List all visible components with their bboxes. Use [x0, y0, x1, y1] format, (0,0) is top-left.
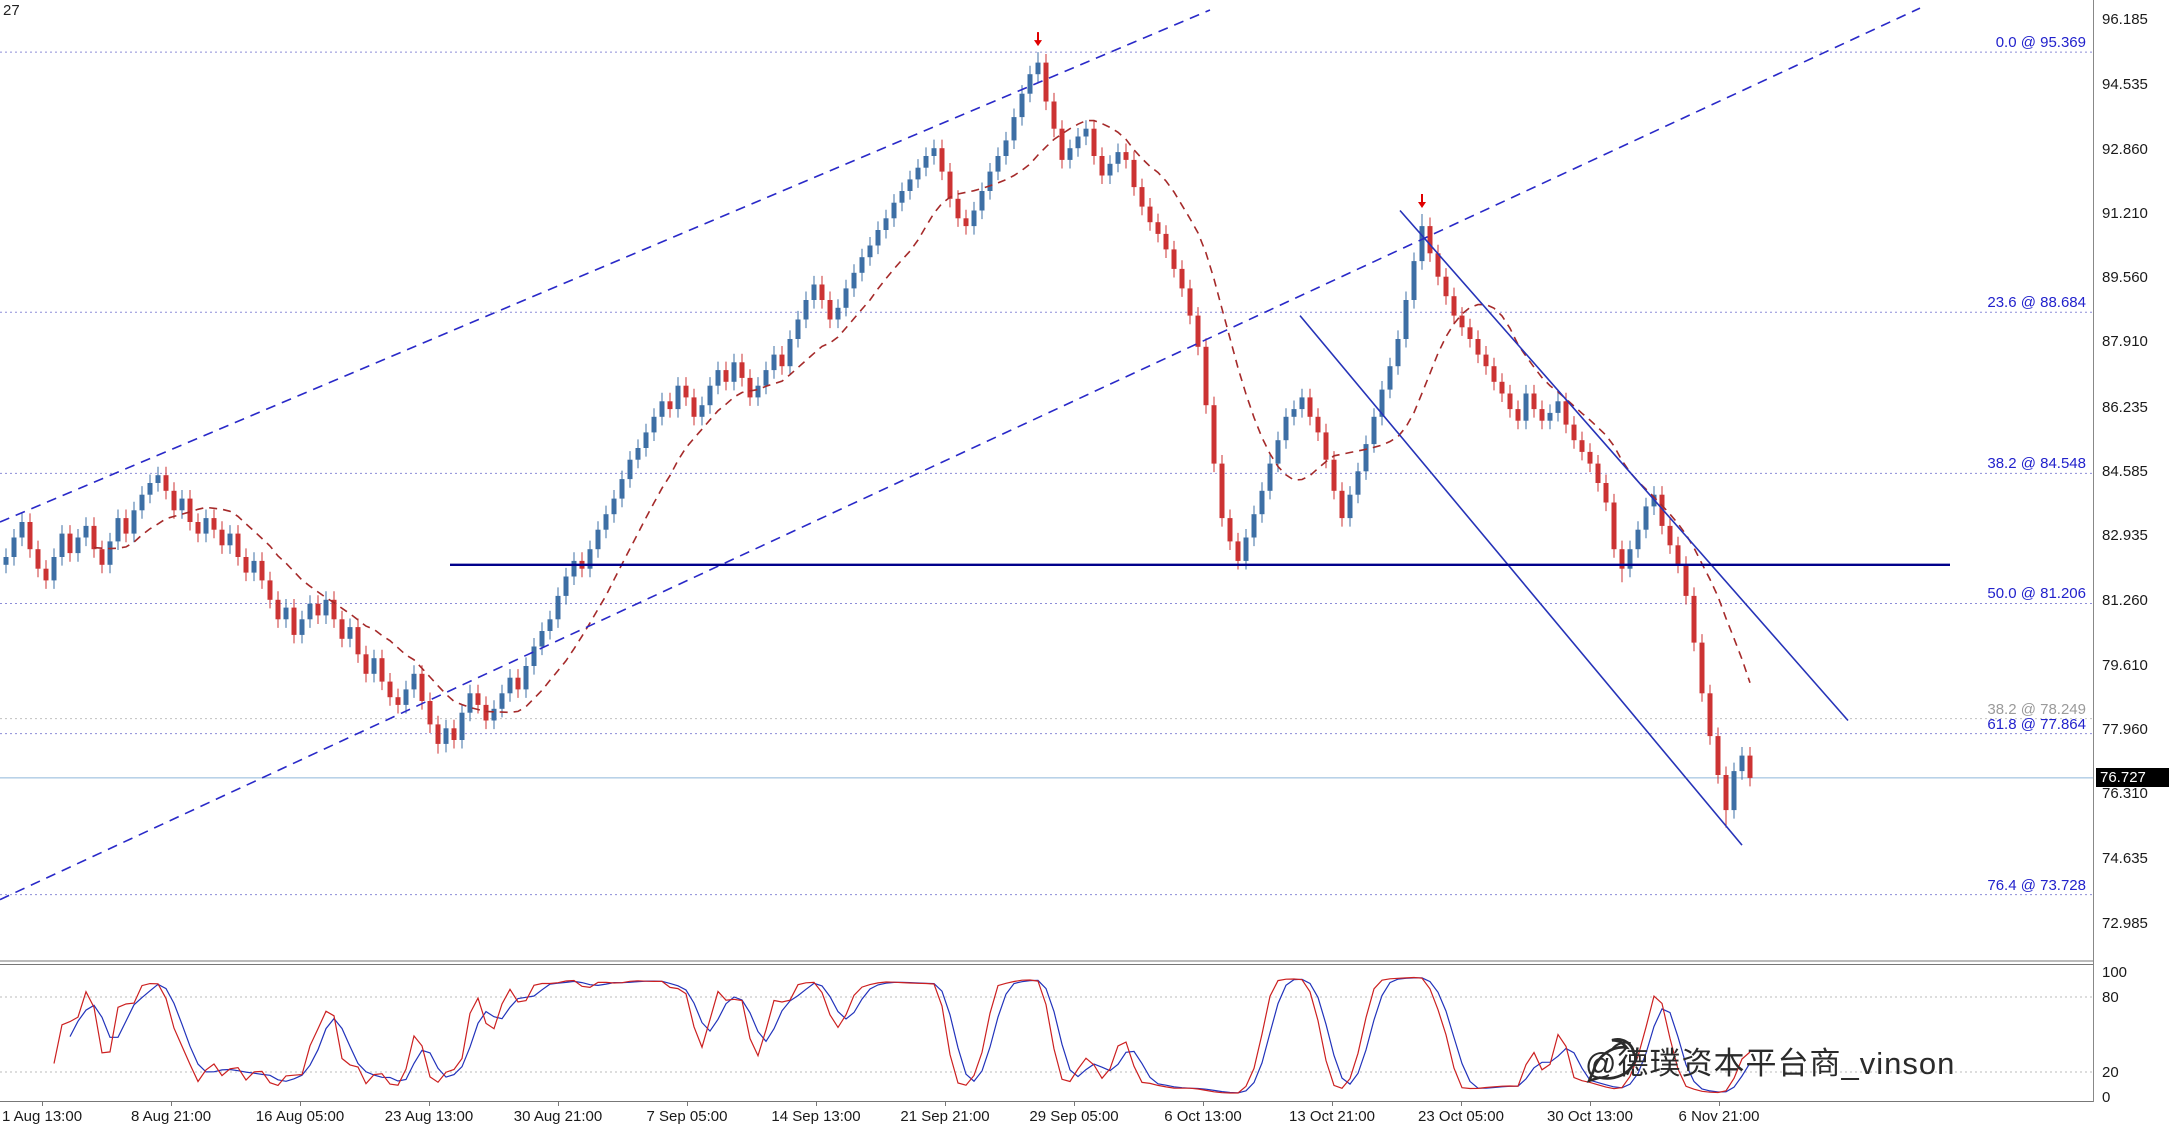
- sell-arrow-icon[interactable]: [1034, 32, 1042, 47]
- time-axis-label: 30 Aug 21:00: [513, 1108, 603, 1125]
- watermark-text: @德璞资本平台商_vinson: [1585, 1046, 1956, 1081]
- indicator-scale-label: 80: [2102, 989, 2119, 1006]
- price-axis-label: 79.610: [2102, 656, 2148, 674]
- time-axis-tick: [1332, 1102, 1333, 1106]
- time-axis-tick: [945, 1102, 946, 1106]
- time-axis-tick: [1203, 1102, 1204, 1106]
- price-axis-label: 82.935: [2102, 527, 2148, 545]
- time-axis-tick: [1074, 1102, 1075, 1106]
- fib-level-label[interactable]: 50.0 @ 81.206: [1987, 585, 2086, 603]
- price-axis-label: 89.560: [2102, 269, 2148, 287]
- price-axis-label: 96.185: [2102, 11, 2148, 29]
- price-axis-label: 87.910: [2102, 333, 2148, 351]
- time-axis-label: 6 Nov 21:00: [1678, 1108, 1760, 1125]
- channel-lines[interactable]: [0, 7, 1921, 901]
- main-price-chart[interactable]: [0, 0, 2093, 962]
- stochastic-main-line[interactable]: [53, 976, 1751, 1094]
- time-axis-label: 6 Oct 13:00: [1164, 1108, 1242, 1125]
- info-line-partial-text: 27: [3, 2, 20, 19]
- time-axis-tick: [1590, 1102, 1591, 1106]
- time-axis-tick: [816, 1102, 817, 1106]
- watermark: @德璞资本平台商_vinson: [1585, 1037, 1956, 1083]
- price-axis-label: 86.235: [2102, 398, 2148, 416]
- bird-icon: [1586, 1037, 1638, 1083]
- fibonacci-lines[interactable]: [0, 51, 2093, 896]
- time-axis-label: 23 Oct 05:00: [1418, 1108, 1504, 1125]
- indicator-scale-label: 20: [2102, 1064, 2119, 1081]
- time-axis-label: 23 Aug 13:00: [384, 1108, 474, 1125]
- price-axis-label: 72.985: [2102, 914, 2148, 932]
- price-axis-label: 92.860: [2102, 140, 2148, 158]
- time-axis-label: 30 Oct 13:00: [1547, 1108, 1633, 1125]
- fib-level-label[interactable]: 38.2 @ 84.548: [1987, 455, 2086, 473]
- price-axis-label: 81.260: [2102, 592, 2148, 610]
- time-axis-tick: [687, 1102, 688, 1106]
- stochastic-signal-line[interactable]: [69, 977, 1751, 1094]
- fib-level-label[interactable]: 61.8 @ 77.864: [1987, 715, 2086, 733]
- price-axis-label: 84.585: [2102, 462, 2148, 480]
- candlestick-series[interactable]: [3, 52, 1753, 828]
- time-axis-tick: [429, 1102, 430, 1106]
- time-axis-label: 13 Oct 21:00: [1289, 1108, 1375, 1125]
- price-axis-label: 77.960: [2102, 720, 2148, 738]
- fib-level-label[interactable]: 23.6 @ 88.684: [1987, 294, 2086, 312]
- time-axis-tick: [300, 1102, 301, 1106]
- descending-trendlines[interactable]: [1299, 209, 1849, 846]
- time-axis-tick: [1719, 1102, 1720, 1106]
- time-axis-label: 14 Sep 13:00: [771, 1108, 861, 1125]
- time-axis-label: 7 Sep 05:00: [646, 1108, 728, 1125]
- fib-level-label[interactable]: 38.2 @ 78.249: [1987, 700, 2086, 718]
- moving-average-line[interactable]: [93, 119, 1751, 714]
- indicator-scale-label: 0: [2102, 1089, 2111, 1106]
- time-axis-tick: [558, 1102, 559, 1106]
- time-axis-tick: [1461, 1102, 1462, 1106]
- time-axis-tick: [171, 1102, 172, 1106]
- axis-border: [2093, 0, 2094, 1102]
- time-axis-label: 1 Aug 13:00: [1, 1108, 83, 1125]
- stochastic-indicator-panel[interactable]: [0, 964, 2093, 1102]
- time-axis-label: 8 Aug 21:00: [130, 1108, 212, 1125]
- price-axis-label: 91.210: [2102, 205, 2148, 222]
- price-axis-label: 74.635: [2102, 850, 2148, 868]
- time-axis-label: 21 Sep 21:00: [900, 1108, 990, 1125]
- price-axis-label: 76.310: [2102, 785, 2148, 803]
- time-axis-label: 16 Aug 05:00: [255, 1108, 345, 1125]
- time-axis-tick: [42, 1102, 43, 1106]
- sell-arrow-icon[interactable]: [1418, 194, 1426, 208]
- fib-level-label[interactable]: 76.4 @ 73.728: [1987, 876, 2086, 894]
- current-price-badge: 76.727: [2096, 768, 2169, 787]
- indicator-scale-label: 100: [2102, 964, 2128, 981]
- price-axis-label: 94.535: [2102, 75, 2148, 93]
- fib-level-label[interactable]: 0.0 @ 95.369: [1995, 34, 2086, 52]
- time-axis-label: 29 Sep 05:00: [1029, 1108, 1119, 1125]
